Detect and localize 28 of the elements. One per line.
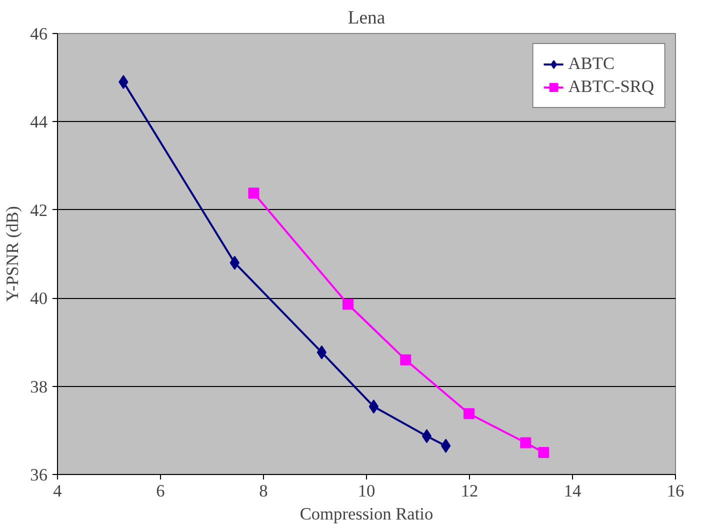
point (368, 400, 379, 414)
point (440, 438, 451, 453)
y-axis-title: Y-PSNR (dB) (3, 206, 22, 302)
point (520, 437, 532, 448)
y-tick-label: 44 (30, 112, 48, 132)
x-axis-title: Compression Ratio (300, 504, 434, 524)
x-tick-label: 6 (156, 482, 166, 500)
point (538, 446, 550, 458)
point (248, 188, 260, 199)
point (316, 345, 327, 360)
y-tick-label: 46 (30, 24, 48, 44)
y-tick-label: 40 (30, 289, 48, 308)
y-tick-label: 42 (30, 200, 48, 220)
chart-title: Lena (348, 8, 386, 28)
x-tick-label: 16 (666, 482, 684, 500)
point (422, 429, 432, 444)
x-tick-label: 14 (564, 482, 582, 500)
x-tick-label: 8 (259, 482, 268, 500)
point (400, 354, 412, 366)
legend-label: ABTC-SRQ (568, 77, 654, 97)
legend-label: ABTC (568, 54, 615, 74)
point (463, 408, 474, 420)
y-tick-label: 36 (30, 466, 48, 484)
x-tick-label: 10 (358, 482, 376, 500)
x-tick-label: 4 (53, 482, 62, 500)
y-tick-label: 38 (30, 377, 48, 396)
point (342, 298, 354, 310)
x-tick-label: 12 (460, 482, 478, 500)
